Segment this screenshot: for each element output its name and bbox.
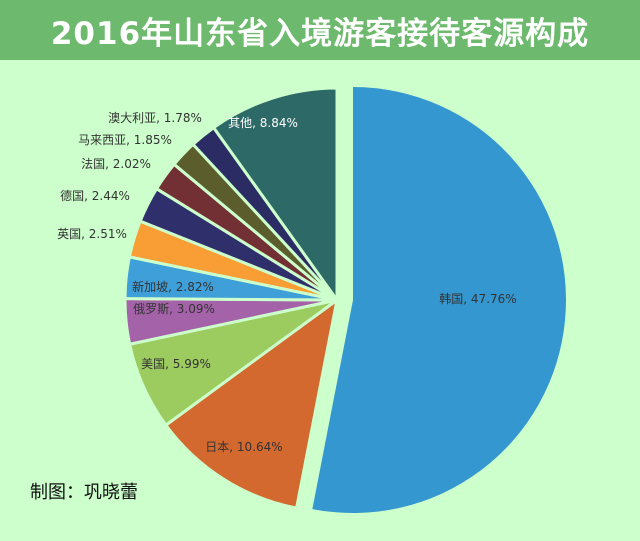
slice-label: 德国, 2.44%	[60, 188, 130, 203]
pie-slice-1	[163, 296, 340, 510]
pie-slice-10	[211, 86, 339, 305]
slice-label: 俄罗斯, 3.09%	[133, 302, 215, 316]
slice-label: 新加坡, 2.82%	[132, 279, 214, 294]
chart-title: 2016年山东省入境游客接待客源构成	[50, 15, 590, 52]
slice-label: 美国, 5.99%	[141, 357, 211, 371]
pie-slices	[123, 86, 567, 513]
slice-label: 韩国, 47.76%	[439, 291, 516, 306]
slice-label: 澳大利亚, 1.78%	[108, 111, 202, 125]
slice-label: 日本, 10.64%	[205, 440, 282, 454]
title-bar: 2016年山东省入境游客接待客源构成	[0, 0, 640, 60]
slice-label: 其他, 8.84%	[228, 116, 298, 130]
slice-label: 英国, 2.51%	[57, 227, 127, 241]
slice-label: 法国, 2.02%	[81, 157, 151, 171]
pie-slice-0	[312, 87, 567, 513]
pie-labels: 韩国, 47.76% 日本, 10.64% 美国, 5.99% 俄罗斯, 3.09% 新…	[57, 111, 517, 454]
chart-credit: 制图：巩晓蕾	[30, 482, 138, 503]
slice-label: 马来西亚, 1.85%	[78, 133, 172, 147]
